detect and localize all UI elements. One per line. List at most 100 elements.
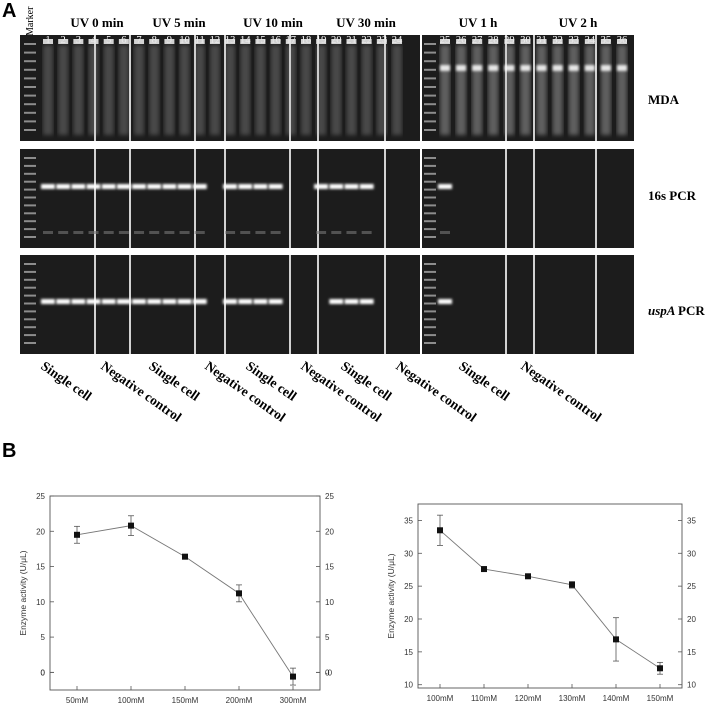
ytick-label-right: 35 [687, 516, 696, 525]
mda-well [472, 39, 483, 44]
data-point [613, 636, 619, 643]
ytick-label: 20 [404, 615, 413, 624]
mda-band [552, 65, 563, 71]
xtick-label: 300mM [280, 696, 307, 705]
pcr16s-band [438, 184, 452, 189]
mda-well [285, 39, 296, 44]
ladder-band [424, 157, 436, 159]
uspA-band [192, 299, 207, 304]
bottom-label: Negative control [98, 358, 184, 425]
mda-smear [568, 45, 579, 135]
group-header: UV 5 min [152, 15, 206, 30]
ladder-band [24, 326, 36, 329]
mda-well [179, 39, 190, 44]
mda-band [456, 65, 467, 71]
group-header: UV 10 min [243, 15, 303, 30]
mda-smear [488, 45, 499, 135]
primer-dimer [255, 231, 266, 234]
ladder-band [424, 278, 436, 281]
mda-well [225, 39, 236, 44]
uspA-band [147, 299, 162, 304]
ladder-band [24, 172, 36, 175]
data-point [657, 665, 663, 672]
ladder-band [424, 120, 436, 123]
pcr16s-band [329, 184, 344, 189]
ladder-band [424, 180, 436, 183]
mda-well [617, 39, 627, 44]
ladder-band [424, 236, 436, 238]
mda-smear [179, 45, 190, 135]
mda-well [361, 39, 372, 44]
pcr16s-band [314, 184, 329, 189]
mda-smear [58, 45, 69, 135]
xtick-label: 50mM [66, 696, 89, 705]
uspA-band [132, 299, 147, 304]
ladder-band [24, 342, 36, 344]
ladder-band [24, 278, 36, 281]
gel-block-r2-0 [20, 255, 420, 354]
ytick-label-right: 15 [687, 648, 696, 657]
ladder-band [424, 111, 436, 114]
primer-dimer [316, 231, 327, 234]
uspA-band [268, 299, 283, 304]
ytick-label-right: 20 [687, 615, 696, 624]
row-label: 16s PCR [648, 188, 697, 203]
plot-frame [49, 495, 321, 691]
mda-smear [316, 45, 327, 135]
ladder-band [24, 111, 36, 114]
mda-well [194, 39, 205, 44]
mda-smear [300, 45, 311, 135]
ladder-band [24, 164, 36, 167]
mda-well [584, 39, 595, 44]
ytick-label-right: 20 [325, 527, 334, 536]
mda-smear [73, 45, 84, 135]
pcr16s-band [238, 184, 253, 189]
primer-dimer [240, 231, 251, 234]
data-point [525, 573, 531, 580]
pcr16s-band [41, 184, 55, 189]
mda-band [504, 65, 515, 71]
mda-smear [392, 45, 402, 135]
ytick-label-right: 0 [325, 668, 330, 677]
xtick-label: 120mM [515, 694, 542, 703]
y-axis-label: Enzyme activity (U/μL) [18, 550, 28, 635]
primer-dimer [164, 231, 175, 234]
ytick-label: 35 [404, 516, 413, 525]
mda-well [118, 39, 129, 44]
group-header: UV 0 min [70, 15, 124, 30]
marker-label: Marker [25, 6, 36, 36]
row-label: MDA [648, 92, 680, 107]
mda-well [331, 39, 342, 44]
mda-smear [134, 45, 145, 135]
mda-well [73, 39, 84, 44]
ladder-band [424, 326, 436, 329]
ytick-label-right: 10 [687, 681, 696, 690]
ladder-band [24, 302, 36, 305]
ladder-band [24, 43, 36, 45]
primer-dimer [225, 231, 236, 234]
ytick-label: 5 [41, 633, 46, 642]
uspA-band [71, 299, 86, 304]
mda-smear [617, 45, 627, 135]
uspA-band [56, 299, 71, 304]
pcr16s-band [162, 184, 177, 189]
ytick-label-right: -0 [325, 668, 333, 677]
mda-well [456, 39, 467, 44]
mda-smear [164, 45, 175, 135]
mda-smear [103, 45, 114, 135]
pcr16s-band [344, 184, 359, 189]
ladder-band [424, 294, 436, 297]
pcr16s-band [359, 184, 374, 189]
mda-well [552, 39, 563, 44]
mda-smear [240, 45, 251, 135]
mda-well [536, 39, 547, 44]
mda-well [504, 39, 515, 44]
mda-smear [209, 45, 220, 135]
ladder-band [424, 77, 436, 80]
gel-block-r1-1 [422, 149, 634, 248]
mda-smear [331, 45, 342, 135]
pcr16s-band [223, 184, 238, 189]
ladder-band [24, 86, 36, 88]
ladder-band [424, 342, 436, 344]
